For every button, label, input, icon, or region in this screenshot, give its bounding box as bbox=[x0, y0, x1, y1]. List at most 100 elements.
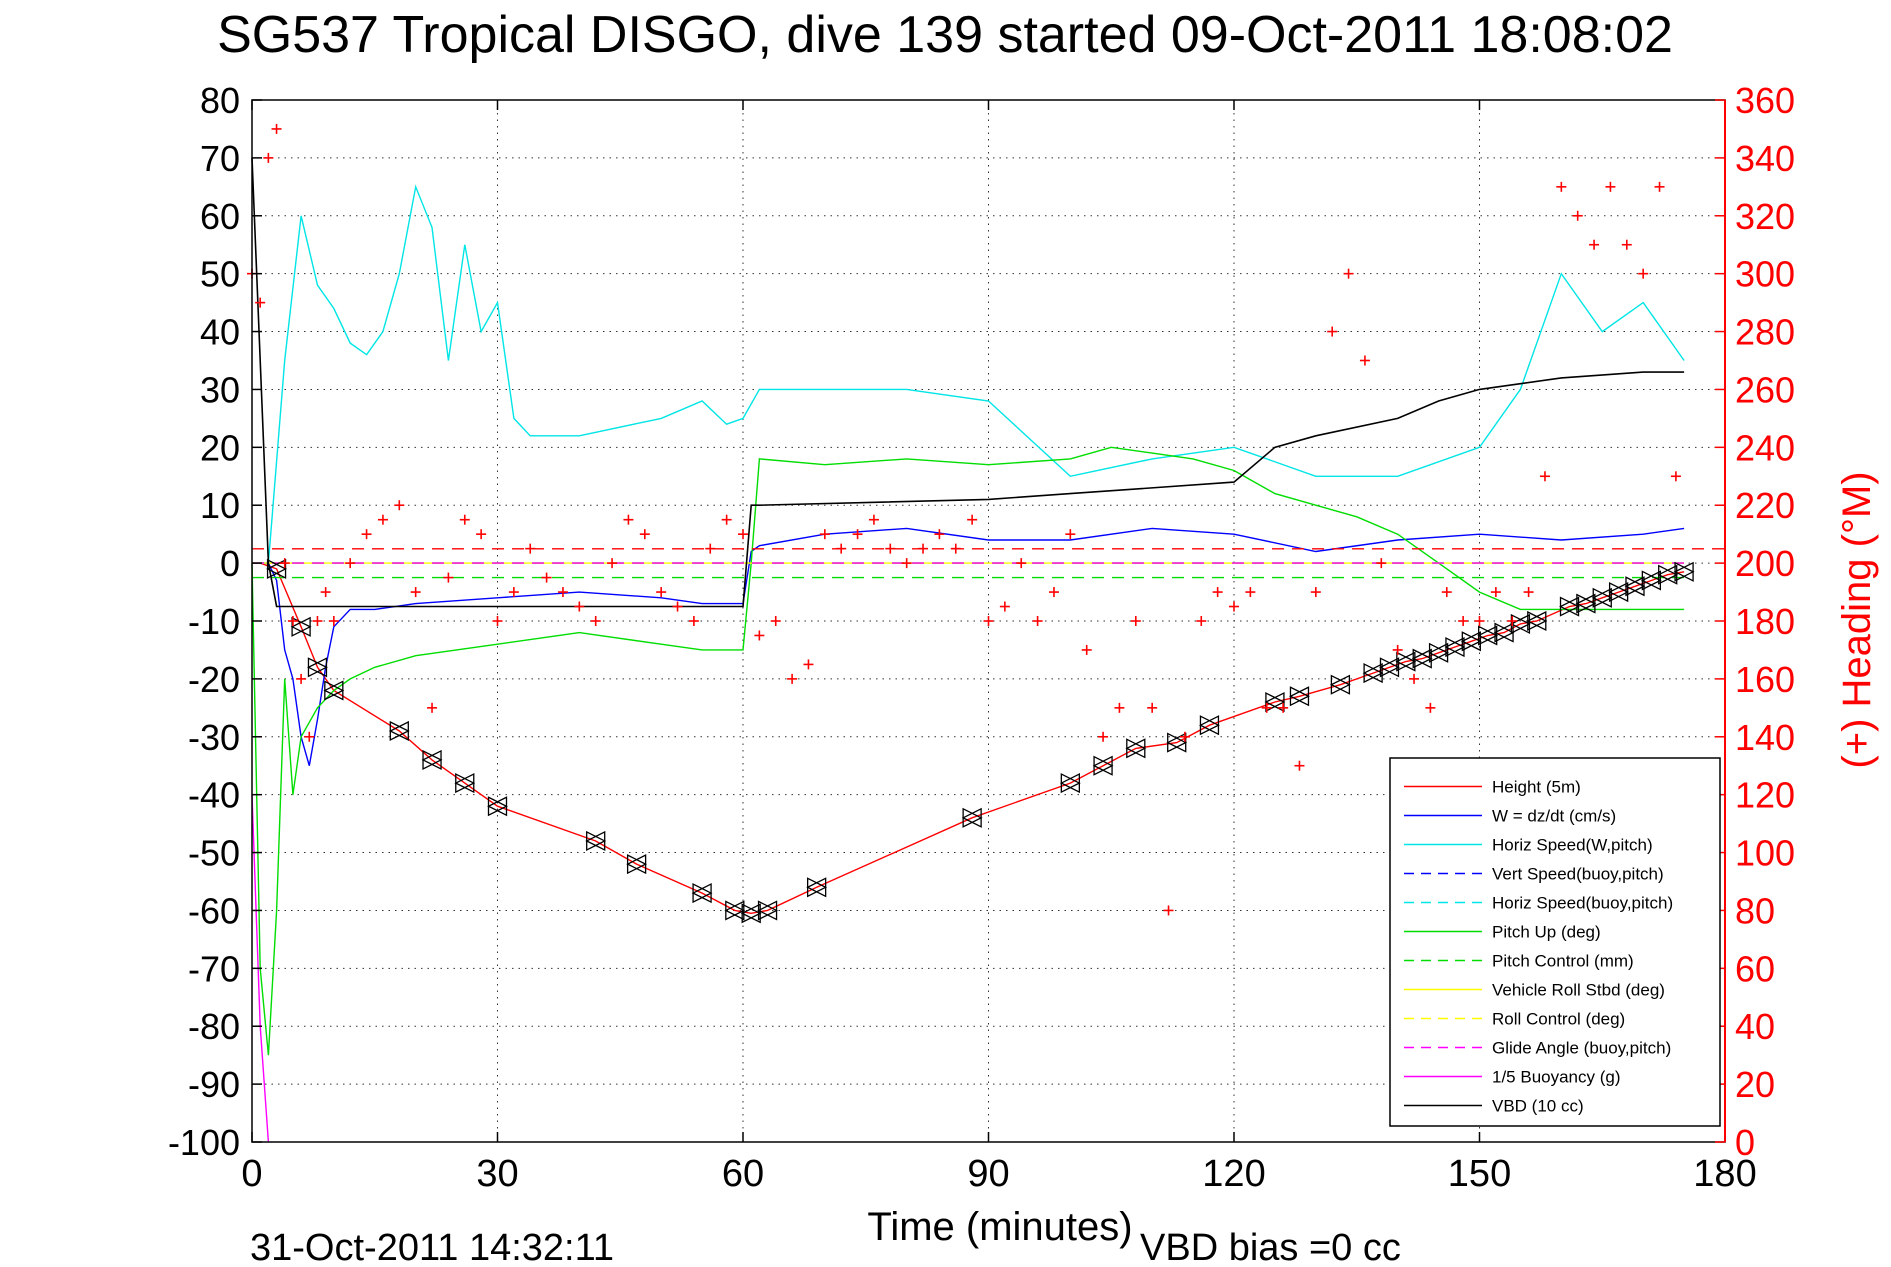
series-line-horiz-speed-w-pitch bbox=[252, 184, 1685, 564]
height-marker bbox=[585, 830, 606, 852]
legend-item-label: Height (5m) bbox=[1492, 778, 1581, 797]
y-tick-label-left: 30 bbox=[200, 369, 240, 410]
legend-item-label: Pitch Up (deg) bbox=[1492, 923, 1601, 942]
y-tick-label-right: 160 bbox=[1735, 659, 1795, 700]
y-tick-label-left: 40 bbox=[200, 312, 240, 353]
height-marker bbox=[1444, 636, 1465, 658]
legend-item-label: W = dz/dt (cm/s) bbox=[1492, 807, 1616, 826]
x-tick-label: 150 bbox=[1448, 1153, 1511, 1195]
heading-layer bbox=[247, 123, 1725, 916]
x-tick-label: 30 bbox=[476, 1153, 518, 1195]
legend-item-label: Horiz Speed(buoy,pitch) bbox=[1492, 894, 1673, 913]
y-tick-label-right: 0 bbox=[1735, 1122, 1755, 1163]
x-tick-label: 180 bbox=[1693, 1153, 1756, 1195]
height-marker bbox=[1329, 674, 1351, 695]
y-tick-label-right: 340 bbox=[1735, 138, 1795, 179]
height-marker bbox=[266, 558, 287, 579]
y-tick-label-left: 20 bbox=[200, 427, 240, 468]
height-marker bbox=[1640, 570, 1661, 591]
height-marker bbox=[1428, 642, 1449, 663]
height-marker bbox=[1657, 564, 1678, 585]
legend-item-label: Pitch Control (mm) bbox=[1492, 952, 1634, 971]
height-marker bbox=[1289, 686, 1310, 707]
height-marker bbox=[1395, 651, 1416, 672]
legend-item-label: Glide Angle (buoy,pitch) bbox=[1492, 1039, 1671, 1058]
height-marker bbox=[724, 900, 745, 921]
y-tick-label-right: 320 bbox=[1735, 196, 1795, 237]
legend-item-label: Vehicle Roll Stbd (deg) bbox=[1492, 981, 1665, 1000]
y-tick-label-right: 260 bbox=[1735, 369, 1795, 410]
marker-layer bbox=[266, 558, 1695, 924]
y-tick-label-right: 360 bbox=[1735, 80, 1795, 121]
y-tick-label-right: 40 bbox=[1735, 1006, 1775, 1047]
series-layer bbox=[251, 157, 1685, 1143]
height-marker bbox=[1460, 631, 1481, 652]
y-tick-label-right: 20 bbox=[1735, 1064, 1775, 1105]
y-tick-label-right: 80 bbox=[1735, 890, 1775, 931]
height-marker bbox=[388, 720, 409, 742]
height-marker bbox=[806, 877, 827, 898]
y-tick-label-right: 220 bbox=[1735, 485, 1795, 526]
x-tick-label: 60 bbox=[722, 1153, 764, 1195]
y-tick-label-right: 120 bbox=[1735, 775, 1795, 816]
height-marker bbox=[1559, 596, 1580, 617]
chart-title: SG537 Tropical DISGO, dive 139 started 0… bbox=[217, 6, 1673, 64]
y-tick-label-right: 300 bbox=[1735, 254, 1795, 295]
height-marker bbox=[323, 680, 344, 701]
series-line-height-5m bbox=[252, 562, 1685, 915]
axis-layer: 0 30 60 90 120 150 18080706050403020100-10-20-… bbox=[168, 80, 1795, 1195]
y-tick-label-left: -20 bbox=[188, 659, 240, 700]
y-tick-label-left: -50 bbox=[188, 833, 240, 874]
legend-box bbox=[1389, 757, 1721, 1127]
y-tick-label-left: -70 bbox=[188, 948, 240, 989]
legend-item-label: 1/5 Buoyancy (g) bbox=[1492, 1068, 1621, 1087]
y-tick-label-left: -80 bbox=[188, 1006, 240, 1047]
y-tick-label-right: 140 bbox=[1735, 717, 1795, 758]
height-marker bbox=[691, 883, 712, 904]
y-tick-label-left: 50 bbox=[200, 254, 240, 295]
legend: Height (5m) W = dz/dt (cm/s) Horiz Speed(W… bbox=[1389, 757, 1721, 1127]
height-marker bbox=[757, 900, 778, 921]
series-line-vbd-10-cc bbox=[251, 157, 1685, 608]
height-marker bbox=[1608, 582, 1629, 603]
height-marker bbox=[1591, 587, 1612, 608]
height-marker bbox=[1166, 732, 1187, 753]
height-marker bbox=[290, 616, 311, 637]
height-marker bbox=[1264, 691, 1285, 713]
footer-date: 31-Oct-2011 14:32:11 bbox=[250, 1227, 614, 1262]
right-axis-label: (+) Heading (°M) bbox=[1835, 471, 1879, 768]
legend-item-label: Vert Speed(buoy,pitch) bbox=[1492, 865, 1664, 884]
y-tick-label-right: 280 bbox=[1735, 312, 1795, 353]
y-tick-label-right: 60 bbox=[1735, 948, 1775, 989]
legend-item-label: VBD (10 cc) bbox=[1492, 1097, 1584, 1116]
y-tick-label-left: 70 bbox=[200, 138, 240, 179]
height-marker bbox=[1362, 663, 1383, 684]
x-axis-label: Time (minutes) bbox=[867, 1205, 1132, 1249]
y-tick-label-right: 240 bbox=[1735, 427, 1795, 468]
y-tick-label-left: 0 bbox=[220, 543, 240, 584]
footer-note: VBD bias =0 cc bbox=[1140, 1227, 1401, 1262]
height-marker bbox=[487, 796, 508, 817]
height-marker bbox=[1198, 715, 1220, 736]
height-marker bbox=[1092, 755, 1113, 776]
y-tick-label-left: 80 bbox=[200, 80, 240, 121]
legend-item-label: Horiz Speed(W,pitch) bbox=[1492, 836, 1653, 855]
height-marker bbox=[1125, 738, 1146, 759]
y-tick-label-left: 60 bbox=[200, 196, 240, 237]
y-tick-label-right: 180 bbox=[1735, 601, 1795, 642]
height-marker bbox=[961, 807, 982, 828]
height-marker bbox=[1477, 625, 1498, 646]
height-marker bbox=[626, 854, 647, 875]
y-tick-label-left: -30 bbox=[188, 717, 240, 758]
height-marker bbox=[1575, 593, 1596, 614]
height-marker bbox=[1509, 613, 1531, 634]
height-marker bbox=[1673, 561, 1694, 582]
y-tick-label-right: 200 bbox=[1735, 543, 1795, 584]
height-marker bbox=[307, 657, 328, 678]
y-tick-label-left: 10 bbox=[200, 485, 240, 526]
y-tick-label-left: -40 bbox=[188, 775, 240, 816]
y-tick-label-left: -90 bbox=[188, 1064, 240, 1105]
series-line-pitch-up-deg bbox=[251, 446, 1685, 1056]
